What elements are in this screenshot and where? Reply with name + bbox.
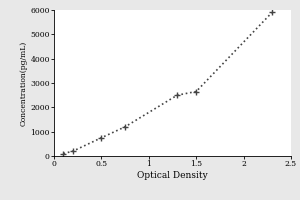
Y-axis label: Concentration(pg/mL): Concentration(pg/mL) — [20, 40, 27, 126]
X-axis label: Optical Density: Optical Density — [137, 171, 208, 180]
